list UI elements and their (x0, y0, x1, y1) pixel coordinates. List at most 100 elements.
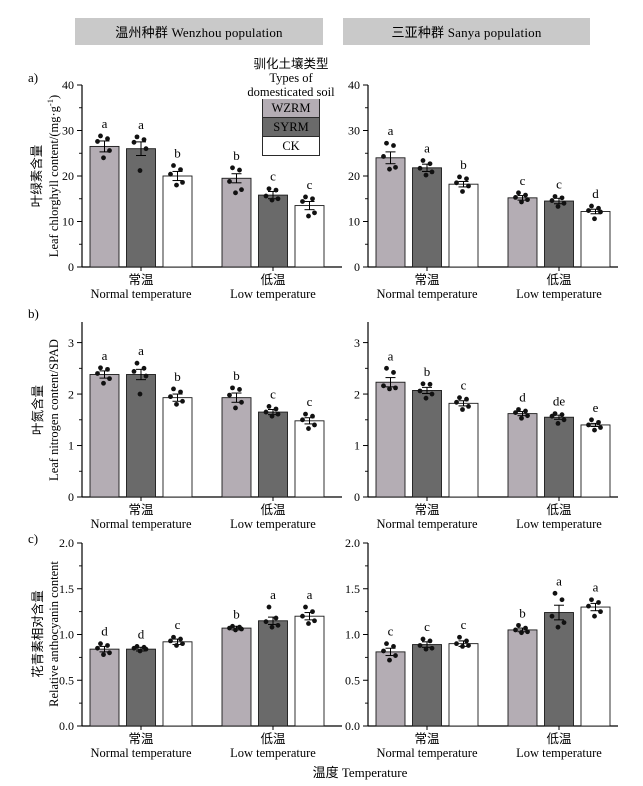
data-point (105, 643, 110, 648)
sig-letter: b (174, 146, 181, 161)
legend-swatch-ck: CK (262, 137, 320, 157)
bar-syrm (544, 200, 574, 268)
bar-wzrm (89, 145, 120, 268)
bar-syrm (126, 148, 156, 268)
sig-letter: b (233, 606, 240, 621)
bar-wzrm (375, 651, 406, 727)
data-point (561, 417, 567, 423)
data-point (227, 392, 232, 398)
data-point (596, 600, 601, 605)
category-label-zh: 常温 (414, 732, 440, 746)
y-tick-label: 0.5 (59, 673, 74, 687)
data-point (174, 401, 179, 407)
panel-letter-c: c) (28, 531, 39, 546)
category-label-en: Low temperature (230, 517, 316, 531)
y-tick-label: 1 (68, 439, 74, 453)
sig-letter: c (556, 176, 562, 191)
sig-letter: b (460, 157, 467, 172)
sig-letter: a (138, 117, 144, 132)
data-point (596, 205, 601, 211)
data-point (300, 199, 305, 204)
data-point (237, 167, 242, 173)
y-tick-label: 10 (348, 215, 360, 229)
data-point (141, 137, 147, 142)
category-label-zh: 常温 (414, 503, 440, 517)
bar-ck (448, 402, 479, 498)
data-point (525, 413, 530, 419)
panel-letter-a: a) (28, 70, 39, 85)
data-point (312, 210, 317, 216)
data-point (387, 386, 392, 392)
bar-syrm (126, 648, 156, 727)
data-point (269, 413, 275, 419)
data-point (384, 140, 389, 146)
sig-letter: a (556, 573, 562, 588)
data-point (519, 199, 524, 205)
data-point (598, 209, 603, 215)
y-tick-label: 20 (62, 169, 74, 183)
data-point (137, 168, 143, 173)
data-point (466, 404, 471, 409)
category-label-en: Low temperature (230, 287, 316, 301)
data-point (310, 413, 315, 419)
data-point (101, 155, 106, 161)
category-label-zh: 常温 (128, 503, 154, 517)
data-point (107, 650, 112, 656)
data-point (230, 385, 235, 391)
y-tick-label: 2 (354, 387, 360, 401)
data-point (275, 196, 281, 202)
bar-wzrm (507, 197, 538, 268)
data-point (549, 413, 555, 419)
data-point (98, 365, 103, 371)
y-tick-label: 0.0 (59, 719, 74, 733)
y-tick-label: 2 (68, 387, 74, 401)
sig-letter: c (424, 619, 430, 634)
category-label-zh: 低温 (260, 732, 286, 746)
legend-title-en-2: domesticated soil (247, 84, 335, 99)
y-tick-label: 0 (354, 260, 360, 274)
sig-letter: b (233, 148, 240, 163)
data-point (101, 380, 106, 386)
data-point (552, 194, 558, 199)
data-point (523, 192, 528, 198)
data-point (525, 629, 530, 635)
data-point (227, 179, 232, 184)
bar-wzrm (507, 413, 538, 498)
data-point (310, 609, 315, 615)
y-tick-label: 2.0 (59, 536, 74, 550)
data-point (143, 146, 149, 152)
category-label-en: Low temperature (516, 287, 602, 301)
data-point (107, 148, 112, 153)
data-point (513, 410, 518, 415)
bar-ck (162, 175, 193, 268)
sig-letter: a (270, 587, 276, 602)
legend-swatch-wzrm: WZRM (262, 99, 320, 119)
data-point (596, 419, 601, 425)
data-point (180, 398, 185, 404)
data-point (555, 624, 561, 630)
x-axis-title: 温度 Temperature (312, 765, 408, 780)
category-label-en: Normal temperature (377, 287, 478, 301)
category-label-zh: 低温 (546, 503, 572, 517)
data-point (466, 183, 471, 189)
data-point (178, 389, 183, 395)
data-point (417, 165, 423, 171)
data-point (555, 420, 561, 426)
sig-letter: b (174, 369, 181, 384)
data-point (303, 411, 308, 417)
y-tick-label: 10 (62, 215, 74, 229)
data-point (239, 187, 244, 193)
category-label-en: Low temperature (516, 746, 602, 760)
sig-letter: a (102, 116, 108, 131)
category-label-en: Normal temperature (91, 287, 192, 301)
bar-syrm (412, 167, 442, 268)
data-point (269, 197, 275, 203)
column-header-wenzhou-label: 温州种群 Wenzhou population (115, 25, 283, 40)
category-label-zh: 低温 (546, 273, 572, 287)
data-point (137, 391, 143, 397)
data-point (384, 641, 389, 647)
data-point (429, 645, 435, 651)
